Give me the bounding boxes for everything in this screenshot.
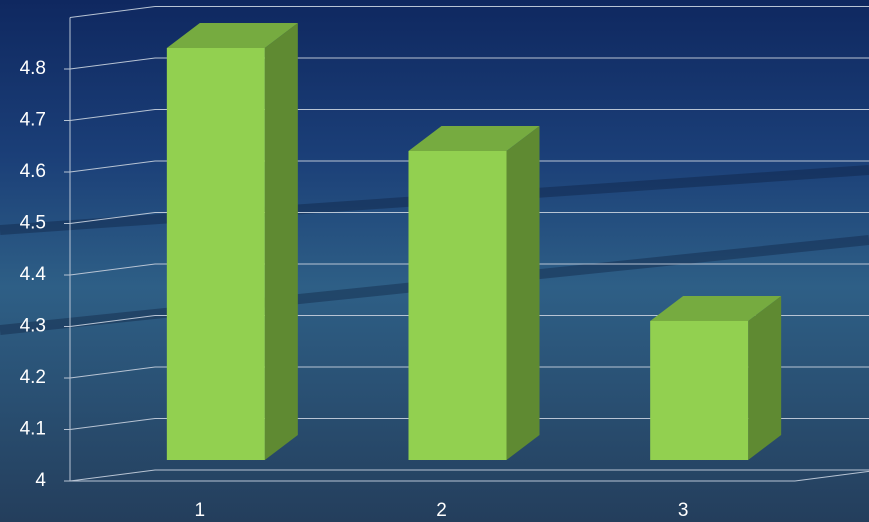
y-tick-label: 4.4	[20, 264, 47, 285]
bar-top	[650, 295, 782, 321]
bar-side	[506, 126, 540, 460]
y-tick-label: 4	[35, 470, 46, 491]
grid-line	[69, 315, 869, 327]
bar-side	[748, 295, 782, 460]
bar-side	[264, 23, 298, 460]
y-tick-label: 4.2	[20, 367, 46, 388]
y-tick-label: 4.3	[20, 316, 46, 337]
grid-line	[69, 57, 869, 70]
y-tick-label: 4.8	[20, 58, 46, 79]
axis-floor-right	[794, 470, 869, 482]
x-tick-label: 3	[678, 500, 689, 521]
grid-line	[69, 366, 869, 379]
grid-line	[69, 160, 869, 173]
x-tick-label: 2	[436, 500, 447, 521]
bar	[166, 48, 265, 460]
bar	[408, 151, 507, 460]
grid-line	[69, 469, 869, 482]
y-tick-label: 4.7	[20, 110, 46, 131]
x-tick-label: 1	[195, 500, 206, 521]
bar-top	[408, 126, 540, 151]
back-top-diag	[69, 6, 156, 18]
bar-top	[166, 23, 298, 48]
grid-line	[69, 212, 869, 224]
grid-line	[69, 109, 869, 121]
grid-line	[69, 418, 869, 430]
y-tick-label: 4.5	[20, 213, 46, 234]
y-tick-label: 4.1	[20, 419, 46, 440]
bar	[650, 320, 749, 460]
y-tick-label: 4.6	[20, 161, 46, 182]
grid-line	[69, 263, 869, 276]
